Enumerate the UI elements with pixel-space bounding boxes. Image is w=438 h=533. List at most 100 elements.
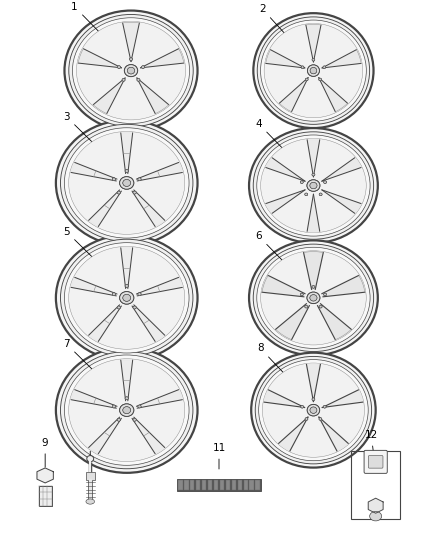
Ellipse shape [127,67,134,74]
Ellipse shape [319,305,322,308]
Ellipse shape [310,182,317,189]
Ellipse shape [125,169,128,173]
Polygon shape [307,139,320,177]
Polygon shape [319,78,348,112]
Polygon shape [88,417,121,454]
Ellipse shape [86,499,95,504]
Ellipse shape [117,306,120,309]
Ellipse shape [253,132,374,239]
Ellipse shape [259,360,368,461]
Polygon shape [93,78,125,114]
Ellipse shape [310,407,317,413]
Polygon shape [136,163,182,181]
Ellipse shape [264,23,363,118]
Polygon shape [318,304,351,340]
Ellipse shape [255,357,371,464]
Polygon shape [322,276,365,297]
Ellipse shape [305,78,308,80]
Bar [208,480,212,489]
Ellipse shape [261,251,366,345]
Polygon shape [279,417,308,451]
Ellipse shape [72,18,190,124]
Ellipse shape [112,405,116,408]
Bar [86,472,95,480]
Text: 1: 1 [71,2,106,38]
Ellipse shape [300,293,303,296]
Ellipse shape [112,293,116,296]
Ellipse shape [310,68,317,74]
Ellipse shape [117,418,120,421]
Ellipse shape [307,405,320,416]
Ellipse shape [60,239,193,357]
Ellipse shape [323,406,326,408]
Ellipse shape [307,292,320,304]
Ellipse shape [64,243,189,353]
Ellipse shape [319,193,322,196]
Polygon shape [78,49,121,68]
Ellipse shape [130,58,133,61]
Bar [226,480,230,489]
Polygon shape [141,49,184,68]
Ellipse shape [125,169,128,173]
Ellipse shape [112,405,116,408]
Ellipse shape [117,418,120,421]
Ellipse shape [123,294,131,301]
Polygon shape [304,252,323,289]
Ellipse shape [137,78,140,81]
Ellipse shape [257,17,370,124]
Polygon shape [322,50,361,68]
Ellipse shape [253,13,374,128]
Ellipse shape [257,247,370,349]
Ellipse shape [125,397,128,400]
Text: 12: 12 [365,431,378,469]
Polygon shape [137,78,169,114]
Ellipse shape [305,305,307,308]
Ellipse shape [251,353,376,467]
Polygon shape [136,390,182,408]
Ellipse shape [305,418,308,420]
Ellipse shape [137,78,140,81]
Bar [39,486,52,506]
Polygon shape [121,360,133,401]
Polygon shape [123,22,139,62]
Bar [178,480,183,489]
Ellipse shape [324,293,326,296]
Ellipse shape [305,193,307,196]
Ellipse shape [138,178,141,181]
Ellipse shape [123,407,131,414]
Ellipse shape [312,398,315,400]
Ellipse shape [122,78,125,81]
Ellipse shape [300,293,303,296]
Ellipse shape [312,59,315,61]
Polygon shape [306,25,321,62]
Ellipse shape [262,363,364,457]
Polygon shape [71,390,117,408]
Ellipse shape [138,293,141,296]
Ellipse shape [310,407,317,413]
Polygon shape [322,390,363,408]
Ellipse shape [117,306,120,309]
Ellipse shape [312,398,315,400]
Bar [351,451,400,519]
Ellipse shape [130,58,133,61]
Ellipse shape [253,244,374,352]
Ellipse shape [249,240,378,356]
Ellipse shape [307,65,319,76]
Ellipse shape [56,120,198,246]
Ellipse shape [310,182,317,189]
Ellipse shape [133,418,136,421]
Polygon shape [266,50,305,68]
FancyBboxPatch shape [364,450,387,473]
Ellipse shape [300,181,303,183]
Text: 11: 11 [212,443,226,469]
Ellipse shape [138,293,141,296]
Bar [190,480,194,489]
Ellipse shape [69,246,185,349]
Polygon shape [262,276,305,297]
Ellipse shape [133,306,136,309]
Ellipse shape [56,235,198,360]
Ellipse shape [133,306,136,309]
Ellipse shape [117,66,120,68]
Ellipse shape [64,355,189,465]
Ellipse shape [123,180,131,187]
